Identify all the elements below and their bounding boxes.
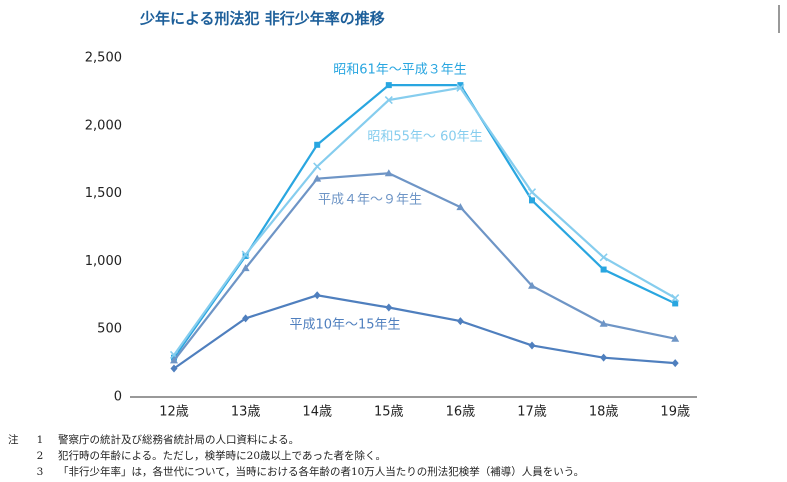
series-label: 昭和61年〜平成３年生: [333, 63, 467, 78]
marker: [241, 264, 250, 272]
x-tick-label: 13歳: [231, 405, 261, 420]
note-text: 犯行時の年齢による。ただし，検挙時に20歳以上であった者を除く。: [58, 449, 386, 462]
series-label: 昭和55年〜 60年生: [367, 130, 482, 145]
series-line: [173, 172, 676, 362]
x-tick-label: 16歳: [446, 405, 476, 420]
marker: [671, 359, 679, 368]
y-tick-label: 0: [114, 390, 122, 405]
series-line: [173, 86, 676, 356]
x-tick-label: 19歳: [660, 405, 690, 420]
marker: [599, 319, 608, 327]
marker: [457, 82, 464, 89]
marker: [456, 83, 465, 92]
y-tick-label: 1,000: [85, 254, 122, 269]
notes-label: 注: [8, 433, 19, 446]
marker: [671, 334, 680, 342]
marker: [456, 317, 464, 326]
series-line: [173, 294, 676, 370]
marker: [671, 293, 680, 303]
marker: [313, 174, 322, 182]
x-tick-label: 17歳: [517, 405, 547, 420]
marker: [241, 250, 250, 259]
x-tick-label: 18歳: [589, 405, 619, 420]
marker: [385, 82, 392, 89]
marker: [314, 141, 321, 148]
marker: [528, 341, 536, 350]
y-tick-label: 2,500: [85, 51, 122, 66]
series-label: 平成10年〜15年生: [289, 318, 400, 333]
marker: [313, 291, 321, 300]
note-number: 3: [37, 466, 44, 478]
marker: [313, 162, 322, 171]
note-text: 警察庁の統計及び総務省統計局の人口資料による。: [58, 433, 299, 446]
series-label: 平成４年〜９年生: [318, 193, 422, 208]
marker: [456, 203, 465, 211]
marker: [384, 95, 393, 105]
note-text: 「非行少年率」は，各世代について，当時における各年齢の者10万人当たりの刑法犯検…: [58, 465, 584, 478]
series-line: [173, 84, 676, 359]
y-tick-label: 1,500: [85, 186, 122, 201]
y-tick-label: 500: [97, 322, 122, 337]
marker: [385, 303, 393, 312]
marker: [170, 356, 178, 364]
note-number: 1: [37, 434, 44, 446]
marker: [527, 188, 537, 197]
marker: [600, 266, 607, 273]
marker: [600, 353, 608, 362]
chart-title: 少年による刑法犯 非行少年率の推移: [139, 10, 385, 28]
x-tick-label: 14歳: [302, 405, 332, 420]
marker: [242, 314, 250, 323]
marker: [529, 197, 535, 204]
marker: [170, 364, 178, 373]
note-number: 2: [37, 450, 44, 462]
x-tick-label: 15歳: [374, 405, 404, 420]
marker: [384, 169, 393, 177]
y-tick-label: 2,000: [85, 118, 122, 133]
x-tick-label: 12歳: [159, 405, 189, 420]
marker: [672, 300, 679, 307]
marker: [599, 253, 608, 262]
marker: [528, 281, 536, 289]
